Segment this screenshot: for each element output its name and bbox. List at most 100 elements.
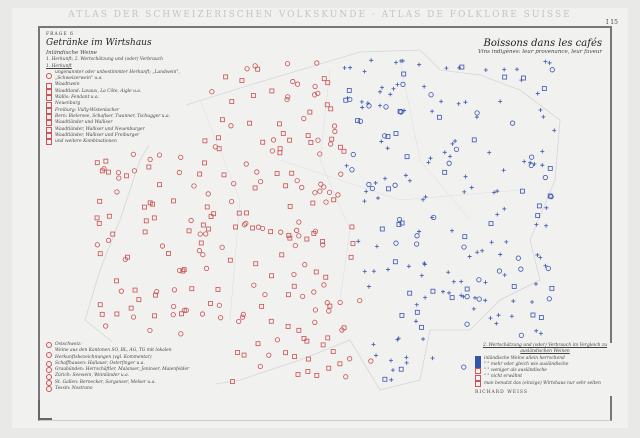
legend-symbol-icon xyxy=(46,107,52,114)
map-marker xyxy=(142,204,147,210)
map-marker xyxy=(231,181,237,187)
map-marker xyxy=(348,65,353,70)
map-marker xyxy=(251,282,257,288)
map-marker xyxy=(542,174,548,181)
page-number: I 15 xyxy=(606,19,618,26)
map-marker xyxy=(105,237,112,244)
map-marker xyxy=(362,199,367,204)
map-marker xyxy=(97,302,103,308)
map-marker xyxy=(283,183,289,189)
map-marker xyxy=(310,200,316,206)
map-marker xyxy=(286,232,292,238)
map-marker xyxy=(235,350,240,355)
map-marker xyxy=(393,240,399,246)
map-marker xyxy=(398,109,404,115)
map-marker xyxy=(386,186,391,192)
map-marker xyxy=(464,321,470,327)
map-marker xyxy=(446,160,452,166)
map-marker xyxy=(545,265,551,272)
legend-label: Freiburg: Vully-Wistenlacher xyxy=(55,107,120,113)
map-marker xyxy=(159,243,166,249)
map-marker xyxy=(206,226,212,232)
map-marker xyxy=(252,63,258,69)
map-marker xyxy=(492,190,497,195)
map-marker xyxy=(385,146,390,151)
map-marker xyxy=(538,315,544,320)
legend-label: " " nicht erwähnt xyxy=(484,374,523,380)
map-marker xyxy=(360,105,365,110)
map-marker xyxy=(312,228,319,234)
map-marker xyxy=(312,307,319,313)
map-marker xyxy=(414,319,419,324)
map-marker xyxy=(459,293,464,298)
map-marker xyxy=(530,299,535,304)
map-marker xyxy=(422,261,427,266)
map-marker xyxy=(151,215,157,221)
legend-item: St. Gallen: Bernecker, Sarganser, Melser… xyxy=(46,380,216,386)
legend-item: Zürich: Seewein, Weinländer u.a. xyxy=(46,373,216,380)
map-marker xyxy=(535,252,540,257)
map-marker xyxy=(143,218,149,224)
french-title-block: Boissons dans les cafés Vins indigènes: … xyxy=(477,38,602,55)
map-marker xyxy=(419,273,424,278)
map-marker xyxy=(463,100,468,105)
map-marker xyxy=(97,198,103,204)
map-marker xyxy=(357,297,363,304)
map-marker xyxy=(188,217,194,224)
map-marker xyxy=(348,254,354,260)
map-marker xyxy=(331,197,337,203)
legend-symbol-icon xyxy=(46,379,52,386)
map-marker xyxy=(94,160,100,166)
map-marker xyxy=(186,228,192,234)
legend-label: Waadtland: Lavaux, La Côte, Aigle u.a. xyxy=(55,88,142,94)
map-marker xyxy=(365,101,370,106)
map-marker xyxy=(398,58,403,63)
map-marker xyxy=(346,88,352,93)
map-marker xyxy=(326,308,332,314)
map-marker xyxy=(439,99,444,104)
legend-symbol-icon xyxy=(46,361,52,368)
map-marker xyxy=(377,103,382,108)
map-marker xyxy=(417,229,422,234)
legend-item: Ostschweiz: xyxy=(46,342,216,349)
map-marker xyxy=(296,219,302,225)
map-marker xyxy=(362,69,367,74)
map-marker xyxy=(495,189,500,194)
map-marker xyxy=(181,267,187,273)
map-marker xyxy=(278,229,284,235)
map-marker xyxy=(383,104,389,110)
legend-label: Neuenburg xyxy=(55,101,81,107)
map-marker xyxy=(449,295,455,301)
map-marker xyxy=(347,356,353,362)
map-marker xyxy=(453,146,460,152)
map-marker xyxy=(99,311,105,317)
map-marker xyxy=(152,313,157,319)
map-marker xyxy=(423,295,428,300)
map-marker xyxy=(287,203,293,209)
legend-label: Weine aus den Kantonen SO, BL, AG, TG mi… xyxy=(55,348,172,360)
map-marker xyxy=(300,293,306,300)
map-marker xyxy=(543,59,548,64)
map-marker xyxy=(116,175,122,181)
map-marker xyxy=(178,154,184,160)
map-marker xyxy=(236,318,242,325)
map-marker xyxy=(236,210,242,216)
map-marker xyxy=(274,337,281,343)
legend-label: Waadtländer, Walliser und Neuenburger xyxy=(55,126,145,132)
map-marker xyxy=(287,137,293,143)
scope-label: 1. Herkunft; 2. Wertschätzung und (oder)… xyxy=(46,57,163,63)
map-marker xyxy=(392,259,398,265)
map-marker xyxy=(216,135,221,141)
map-marker xyxy=(223,74,229,80)
map-marker xyxy=(315,137,321,143)
map-marker xyxy=(257,178,264,185)
map-marker xyxy=(464,286,470,292)
map-marker xyxy=(304,236,310,242)
map-marker xyxy=(480,248,485,253)
map-marker xyxy=(255,224,262,230)
map-marker xyxy=(549,67,555,73)
legend-item: und weitere Kombinationen xyxy=(46,139,186,146)
legend-label: Graubünden: Herrschäftler, Malanser, Jen… xyxy=(55,367,190,373)
legend-symbol-icon xyxy=(475,374,481,381)
map-marker xyxy=(430,109,435,114)
